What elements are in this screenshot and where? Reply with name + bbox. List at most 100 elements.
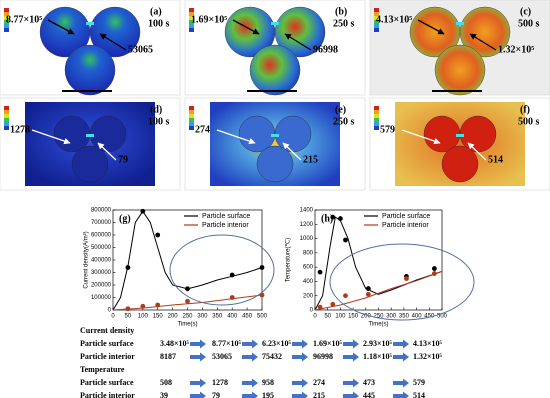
cell-value: 2.93×10⁵ (363, 339, 393, 348)
arrow (417, 19, 445, 35)
panel-time: 500 s (518, 116, 540, 127)
color-legend (4, 114, 9, 118)
legend-label: Particle interior (382, 222, 429, 229)
x-axis-label: Time(s) (177, 322, 197, 328)
color-legend (374, 126, 379, 130)
row-label: Particle interior (80, 391, 135, 398)
value-label: 4.13×10⁵ (376, 14, 412, 25)
panel-tag: (d) (150, 104, 162, 115)
table-arrow (292, 339, 308, 349)
data-point (317, 304, 323, 310)
series-line (314, 216, 443, 311)
x-tick-label: 400 (227, 314, 238, 320)
x-tick-label: 500 (437, 314, 448, 320)
color-legend (374, 110, 379, 114)
highlight-ellipse (169, 234, 275, 306)
y-tick-label: 600 (303, 265, 314, 271)
legend-label: Particle surface (202, 213, 250, 220)
color-legend (189, 24, 194, 28)
value-label: 1.32×10⁵ (498, 44, 534, 55)
color-legend (4, 20, 9, 24)
value-label: 215 (303, 154, 318, 165)
color-legend (189, 122, 194, 126)
color-legend (374, 122, 379, 126)
cell-value: 3.48×10⁵ (160, 339, 190, 348)
cell-value: 958 (262, 378, 274, 387)
data-point (365, 286, 371, 291)
y-tick-label: 700000 (91, 220, 112, 226)
table-arrow (393, 391, 409, 398)
cell-value: 473 (363, 378, 375, 387)
color-legend (374, 20, 379, 24)
sim-panel: (f)500 s 579 514 (369, 97, 550, 191)
cell-value: 6.23×10⁵ (262, 339, 292, 348)
scale-bar (432, 90, 482, 92)
color-legend (189, 8, 194, 12)
particle (274, 6, 326, 58)
probe (271, 134, 279, 137)
series-line (112, 210, 263, 311)
y-tick-label: 500000 (91, 245, 112, 251)
data-point (259, 265, 265, 270)
color-legend (189, 114, 194, 118)
value-label: 514 (488, 154, 503, 165)
probe (86, 22, 94, 25)
data-point (155, 232, 161, 238)
x-tick-label: 300 (197, 314, 208, 320)
x-tick-label: 400 (412, 314, 423, 320)
x-tick-label: 50 (324, 314, 331, 320)
section-heading: Current density (80, 326, 134, 335)
table-arrow (343, 339, 359, 349)
particle (238, 115, 276, 153)
color-legend (4, 8, 9, 12)
color-legend (374, 24, 379, 28)
x-tick-label: 350 (212, 314, 223, 320)
y-tick-label: 800 (303, 250, 314, 256)
data-point (365, 291, 371, 297)
color-legend (4, 110, 9, 114)
value-label: 79 (118, 154, 128, 165)
highlight-ellipse (329, 243, 475, 321)
panel-time: 500 s (518, 18, 540, 29)
legend-label: Particle surface (382, 213, 430, 220)
particle (53, 115, 91, 153)
cell-value: 8187 (160, 352, 176, 361)
value-label: 1.69×10⁵ (191, 14, 227, 25)
arrow (282, 142, 302, 161)
data-point (330, 301, 336, 307)
x-tick-label: 100 (138, 314, 149, 320)
x-tick-label: 450 (242, 314, 253, 320)
value-label: 8.77×10⁵ (6, 14, 42, 25)
cell-value: 53065 (212, 352, 232, 361)
x-tick-label: 0 (313, 314, 317, 320)
table-arrow (242, 378, 258, 388)
x-tick-label: 150 (153, 314, 164, 320)
x-tick-label: 0 (111, 314, 115, 320)
scale-bar (62, 90, 112, 92)
table-arrow (292, 352, 308, 362)
scale-bar (247, 90, 297, 92)
chart-tag: (g) (119, 213, 131, 224)
color-legend (4, 106, 9, 110)
table-arrow (242, 391, 258, 398)
row-label: Particle surface (80, 378, 134, 387)
table-arrow (292, 391, 308, 398)
y-tick-label: 400 (303, 279, 314, 285)
cell-value: 579 (413, 378, 425, 387)
panel-time: 100 s (148, 18, 170, 29)
x-tick-label: 250 (182, 314, 193, 320)
color-legend (189, 16, 194, 20)
row-label: Particle surface (80, 339, 134, 348)
series-line (314, 270, 443, 311)
cell-value: 75432 (262, 352, 282, 361)
color-legend (189, 28, 194, 32)
sim-panel: (b)250 s 1.69×10⁵ 96998 (184, 0, 366, 96)
color-legend (4, 126, 9, 130)
x-tick-label: 200 (361, 314, 372, 320)
y-axis-label: Temperature(℃) (286, 238, 292, 282)
x-tick-label: 250 (373, 314, 384, 320)
section-heading: Temperature (80, 365, 125, 374)
table-arrow (242, 352, 258, 362)
